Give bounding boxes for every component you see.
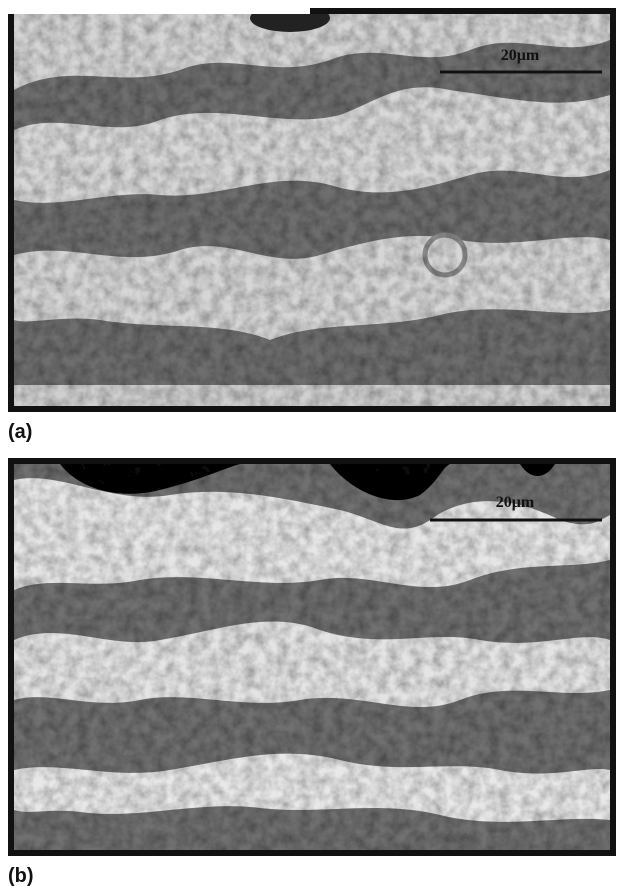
scale-bar-label: 20μm [496, 494, 535, 511]
panel-label: (a) [8, 421, 32, 443]
micrograph-a: 20μm [0, 0, 616, 412]
micrograph-b: 20μm [8, 458, 616, 856]
scale-bar-label: 20μm [501, 47, 540, 64]
panel-label: (b) [8, 865, 34, 886]
figure: 20μm (a) 20μm (b) [0, 0, 621, 886]
